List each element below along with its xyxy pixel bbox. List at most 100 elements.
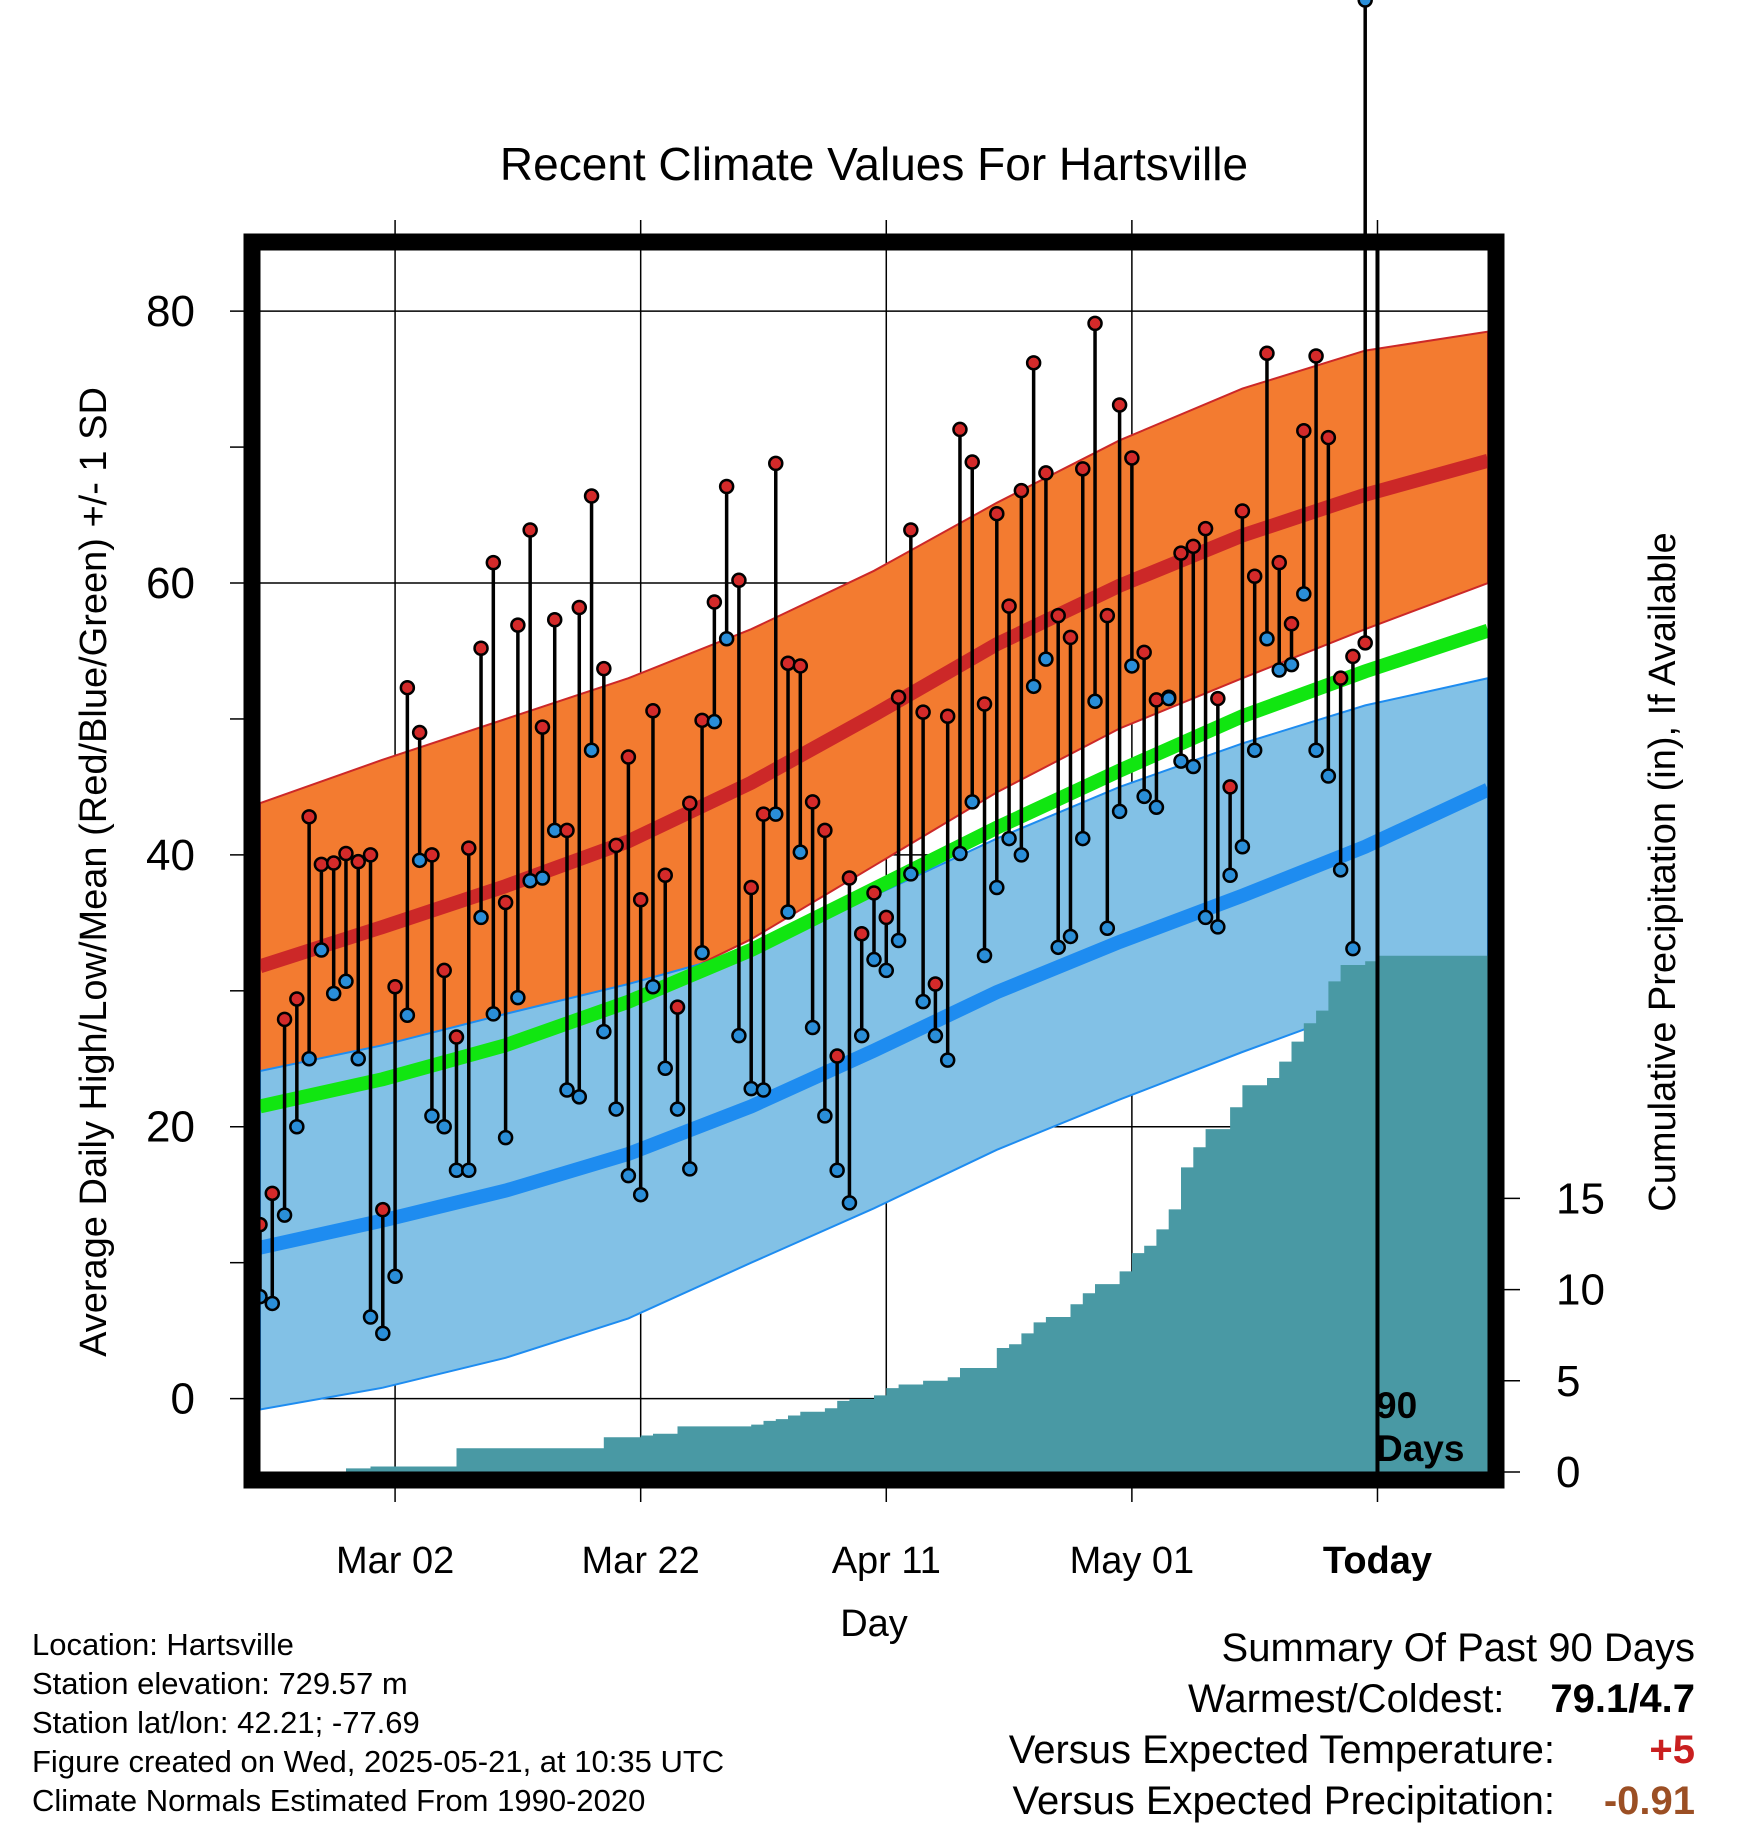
low-point [1185, 758, 1202, 775]
low-point [645, 978, 661, 995]
low-point [768, 806, 784, 822]
summary-warmest-label: Warmest/Coldest: [1188, 1677, 1505, 1721]
low-point [682, 1161, 698, 1177]
high-point [571, 599, 588, 616]
low-point [878, 962, 895, 979]
high-point [1357, 635, 1373, 651]
high-point [780, 655, 796, 671]
high-point [706, 594, 723, 610]
low-point [1210, 919, 1226, 935]
summary-temp-label: Versus Expected Temperature: [1008, 1728, 1555, 1772]
high-point [1050, 607, 1066, 624]
high-point [399, 679, 416, 696]
low-point [301, 1051, 317, 1067]
low-point [817, 1108, 833, 1124]
plot-frame [243, 233, 1505, 1489]
low-point [510, 989, 526, 1006]
high-point [1062, 629, 1079, 646]
low-point [890, 932, 907, 949]
low-point [1111, 803, 1128, 820]
today-span-label-line1: 90 [1376, 1385, 1417, 1426]
y-tick-label: 80 [146, 287, 195, 336]
high-point [608, 837, 624, 854]
summary-title: Summary Of Past 90 Days [1221, 1626, 1695, 1670]
x-tick-label: Apr 11 [832, 1540, 941, 1582]
low-point [743, 1080, 759, 1097]
low-point [497, 1129, 514, 1146]
high-point [583, 488, 600, 504]
low-point [718, 631, 735, 647]
high-point [522, 522, 538, 538]
station-info: Location: Hartsville Station elevation: … [32, 1625, 724, 1820]
low-point [350, 1051, 366, 1067]
low-point [780, 904, 796, 920]
high-point [559, 822, 575, 839]
high-point [657, 867, 673, 884]
low-point [1001, 830, 1017, 847]
low-point [583, 742, 600, 758]
low-point [1013, 847, 1030, 863]
high-point [632, 891, 649, 908]
high-point [743, 879, 759, 896]
low-point [669, 1101, 686, 1117]
low-point [559, 1082, 575, 1098]
high-point [448, 1029, 465, 1045]
low-point [927, 1027, 944, 1044]
high-point [497, 894, 514, 911]
high-point [1283, 616, 1300, 632]
summary-precip-value: -0.91 [1603, 1779, 1695, 1823]
high-point [1087, 315, 1103, 332]
low-point [411, 852, 428, 869]
summary-temp-value: +5 [1649, 1728, 1695, 1772]
low-point [915, 993, 931, 1010]
high-point [1136, 644, 1152, 661]
low-point [841, 1195, 858, 1211]
low-point [1308, 742, 1324, 758]
high-point [829, 1048, 845, 1064]
low-point [706, 713, 723, 730]
low-point [1148, 799, 1165, 816]
info-latlon: Station lat/lon: 42.21; -77.69 [32, 1705, 420, 1740]
low-point [571, 1089, 588, 1105]
low-point [755, 1082, 772, 1098]
summary-precip-label: Versus Expected Precipitation: [1012, 1779, 1555, 1823]
high-point [485, 554, 502, 571]
low-point [1259, 631, 1275, 647]
high-point [903, 522, 919, 538]
low-point [387, 1268, 403, 1285]
low-point [436, 1118, 452, 1135]
y2-tick-label: 5 [1556, 1357, 1580, 1406]
low-point [620, 1167, 637, 1184]
y-tick-label: 60 [146, 559, 195, 608]
high-point [1185, 538, 1202, 555]
low-point [424, 1108, 440, 1124]
high-point [375, 1201, 391, 1218]
low-point [1332, 862, 1349, 878]
low-point [829, 1162, 845, 1178]
low-point [1283, 656, 1300, 673]
low-point [399, 1007, 416, 1024]
high-point [338, 845, 354, 862]
low-point [632, 1186, 649, 1203]
low-point [1173, 753, 1189, 769]
low-point [1271, 662, 1287, 678]
high-point [313, 856, 330, 873]
info-location: Location: Hartsville [32, 1627, 294, 1662]
high-point [1038, 465, 1054, 481]
high-point [976, 696, 993, 712]
today-span-label-line2: Days [1376, 1428, 1464, 1469]
y-tick-label: 20 [146, 1103, 195, 1152]
low-point [1087, 693, 1103, 710]
low-point [731, 1027, 747, 1044]
high-point [301, 809, 317, 825]
high-point [792, 658, 809, 674]
low-point [1345, 940, 1361, 957]
high-point [461, 840, 477, 856]
high-point [1271, 554, 1287, 571]
high-point [1124, 450, 1140, 466]
low-point [596, 1023, 612, 1040]
high-point [915, 704, 931, 720]
low-point [1320, 768, 1337, 784]
high-point [1345, 648, 1361, 665]
